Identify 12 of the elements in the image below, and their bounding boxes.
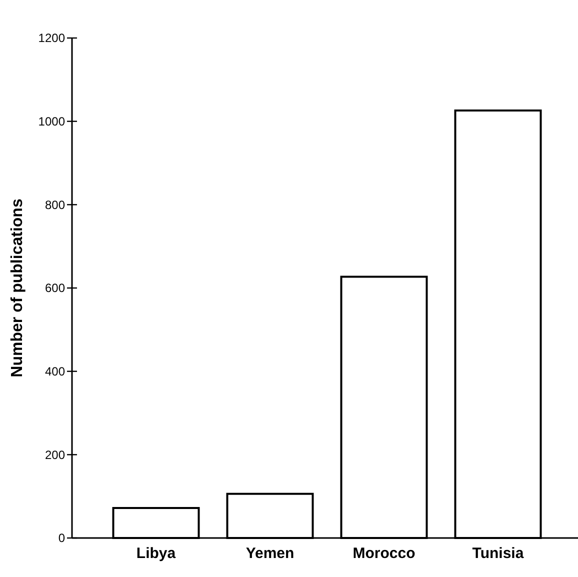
x-tick-label: Libya [136,545,176,562]
x-tick-label: Yemen [246,545,294,562]
y-axis-title: Number of publications [9,198,26,378]
x-tick-label: Morocco [352,545,416,562]
y-tick-label: 600 [44,281,66,296]
y-tick-label: 400 [44,364,66,379]
y-tick-label: 0 [58,531,66,546]
y-tick-label: 1200 [38,31,66,46]
y-tick-label: 800 [44,198,66,212]
y-tick-label: 200 [44,448,66,462]
x-tick-label: Tunisia [472,545,524,562]
y-tick-label: 1000 [38,114,66,129]
